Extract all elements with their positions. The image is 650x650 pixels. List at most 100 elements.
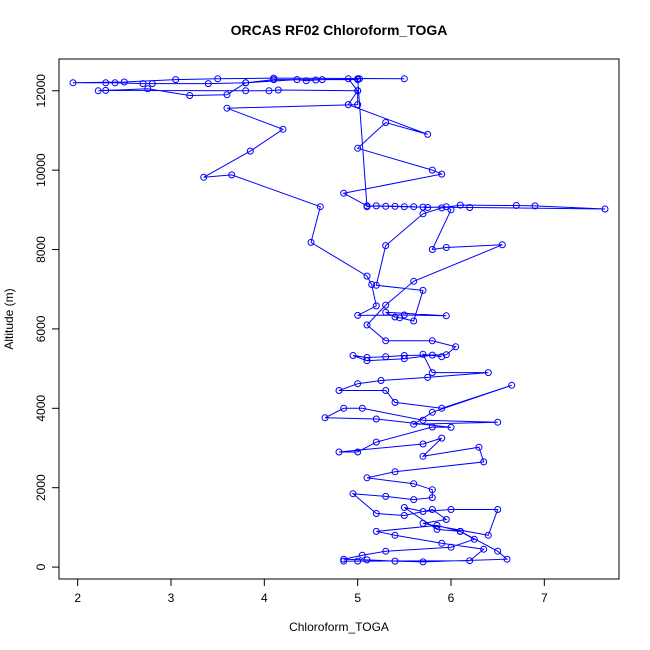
data-point	[102, 79, 110, 87]
data-point	[354, 311, 362, 319]
data-point	[335, 387, 343, 394]
data-point	[363, 203, 371, 211]
data-point	[223, 104, 231, 112]
data-point	[102, 86, 110, 94]
data-point	[424, 204, 432, 211]
data-point	[396, 314, 404, 322]
data-point	[428, 337, 436, 345]
data-point	[382, 547, 390, 555]
data-point	[419, 203, 427, 211]
data-point	[139, 80, 147, 88]
data-point	[442, 203, 450, 211]
data-point	[424, 373, 432, 381]
data-point	[242, 87, 250, 95]
data-point	[438, 404, 446, 412]
plot-frame	[58, 58, 620, 580]
data-point	[382, 301, 390, 309]
data-point	[265, 87, 273, 95]
data-point	[363, 357, 371, 365]
data-point	[419, 416, 427, 424]
data-point	[358, 551, 366, 559]
data-point	[452, 343, 460, 351]
data-point	[419, 286, 427, 294]
data-point	[531, 202, 539, 210]
data-point	[204, 80, 212, 88]
data-point	[480, 545, 488, 553]
chart-title: ORCAS RF02 Chloroform_TOGA	[231, 22, 448, 38]
data-point	[456, 201, 464, 209]
data-point	[391, 398, 399, 406]
x-tick-label: 2	[74, 591, 81, 605]
data-point	[200, 173, 208, 181]
data-point	[391, 313, 399, 321]
data-point	[354, 557, 362, 565]
data-point	[377, 377, 385, 384]
data-point	[372, 202, 380, 210]
data-point	[270, 76, 278, 84]
data-point	[242, 79, 250, 87]
data-point	[358, 404, 366, 412]
x-axis: 2 3 4 5 6 7	[74, 578, 548, 605]
data-point	[94, 87, 102, 95]
data-point	[470, 535, 478, 543]
data-point	[340, 404, 348, 412]
data-point	[274, 86, 282, 94]
data-point	[349, 490, 357, 498]
data-point	[447, 506, 455, 513]
data-point	[494, 418, 502, 426]
data-point	[340, 555, 348, 563]
data-point	[498, 241, 506, 249]
data-point	[344, 101, 352, 109]
data-point	[148, 80, 156, 88]
data-point	[335, 448, 343, 456]
data-point	[438, 170, 446, 178]
data-point	[410, 203, 418, 211]
data-point	[340, 189, 348, 197]
data-point	[391, 468, 399, 476]
data-point	[354, 101, 362, 109]
data-point	[410, 277, 418, 285]
data-point	[428, 486, 436, 494]
data-point	[363, 321, 371, 329]
data-point	[302, 77, 310, 85]
data-point	[340, 557, 348, 565]
data-point	[428, 423, 436, 431]
data-point	[382, 308, 390, 316]
data-point	[214, 75, 222, 83]
data-point	[172, 76, 180, 84]
data-point	[447, 206, 455, 214]
data-point	[293, 76, 301, 84]
y-tick-label: 12000	[34, 74, 48, 108]
data-point	[344, 75, 352, 83]
y-tick-label: 0	[34, 563, 48, 570]
data-point	[466, 557, 474, 565]
data-point	[400, 504, 408, 511]
data-point	[419, 558, 427, 566]
data-point	[484, 369, 492, 377]
data-point	[382, 119, 390, 126]
data-point	[223, 91, 231, 99]
data-point	[419, 350, 427, 358]
data-point	[494, 506, 502, 513]
y-tick-label: 6000	[34, 315, 48, 342]
data-point	[428, 246, 436, 253]
y-tick-label: 10000	[34, 153, 48, 187]
data-point	[442, 351, 450, 359]
data-point	[354, 75, 362, 83]
data-point	[428, 369, 436, 377]
data-point	[442, 244, 450, 251]
data-point	[382, 387, 390, 394]
data-point	[372, 510, 380, 517]
data-point	[442, 516, 450, 523]
data-point	[512, 202, 520, 209]
data-point	[400, 352, 408, 359]
data-point	[372, 415, 380, 423]
data-point	[428, 408, 436, 416]
y-axis-label: Altitude (m)	[2, 288, 16, 349]
series-line	[72, 77, 606, 563]
data-point	[410, 480, 418, 488]
data-point	[503, 555, 511, 563]
data-point	[428, 506, 436, 513]
y-tick-label: 2000	[34, 474, 48, 501]
data-point	[120, 78, 128, 86]
